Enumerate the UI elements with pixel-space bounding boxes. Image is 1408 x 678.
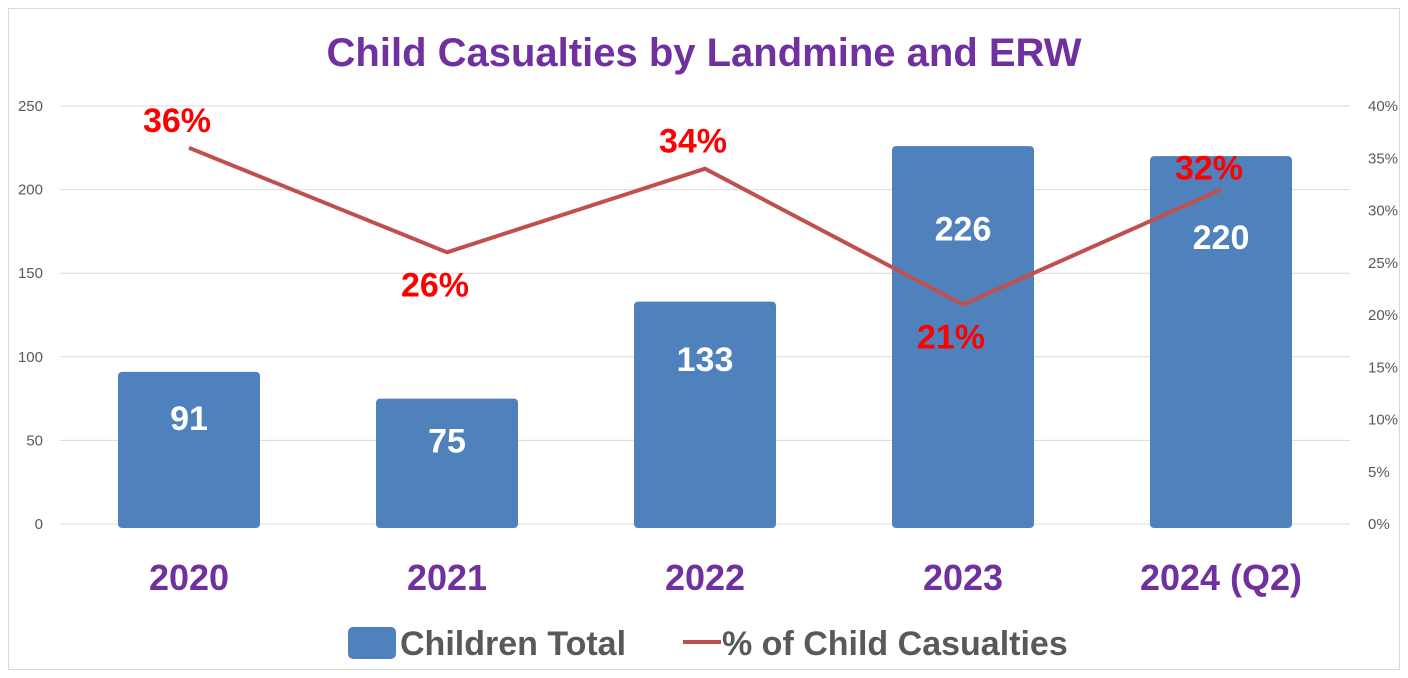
bar [118,371,260,528]
percent-series-line [188,145,1222,307]
left-tick-label: 100 [18,349,43,366]
bar [892,146,1034,529]
right-tick-label: 5% [1368,464,1390,481]
bars: 91 75 133 226 220 [118,146,1292,529]
chart-title: Child Casualties by Landmine and ERW [327,31,1082,75]
left-tick-label: 200 [18,182,43,199]
bar-value-label: 75 [428,423,466,461]
category-label: 2023 [923,557,1003,598]
legend-label-percent: % of Child Casualties [722,625,1068,663]
right-tick-label: 0% [1368,516,1390,533]
category-label: 2022 [665,557,745,598]
bar [1150,156,1292,528]
right-tick-label: 35% [1368,150,1398,167]
left-axis-ticks: 0 50 100 150 200 250 [18,98,43,533]
right-tick-label: 40% [1368,98,1398,115]
bar-value-label: 226 [935,211,992,249]
percent-value-label: 21% [917,319,985,357]
right-axis-ticks: 0% 5% 10% 15% 20% 25% 30% 35% 40% [1368,98,1398,533]
percent-line: 36% 26% 34% 21% 32% [143,102,1243,357]
right-tick-label: 20% [1368,307,1398,324]
left-tick-label: 0 [35,516,43,533]
left-tick-label: 50 [26,432,43,449]
left-tick-label: 250 [18,98,43,115]
legend: Children Total % of Child Casualties [348,625,1068,663]
percent-value-label: 34% [659,123,727,161]
bar-value-label: 220 [1193,219,1250,257]
right-tick-label: 10% [1368,412,1398,429]
category-label: 2020 [149,557,229,598]
bar-value-label: 133 [677,341,734,379]
bar-value-label: 91 [170,400,208,438]
bar [376,398,518,528]
percent-value-label: 32% [1175,150,1243,188]
percent-value-label: 36% [143,102,211,140]
right-tick-label: 25% [1368,255,1398,272]
percent-value-label: 26% [401,266,469,304]
right-tick-label: 15% [1368,359,1398,376]
category-label: 2021 [407,557,487,598]
right-tick-label: 30% [1368,203,1398,220]
bar [634,301,776,528]
legend-label-children-total: Children Total [400,625,626,663]
left-tick-label: 150 [18,265,43,282]
legend-swatch-children-total [348,627,396,659]
category-labels: 2020 2021 2022 2023 2024 (Q2) [149,557,1302,598]
category-label: 2024 (Q2) [1140,557,1302,598]
gridlines [60,105,1350,525]
